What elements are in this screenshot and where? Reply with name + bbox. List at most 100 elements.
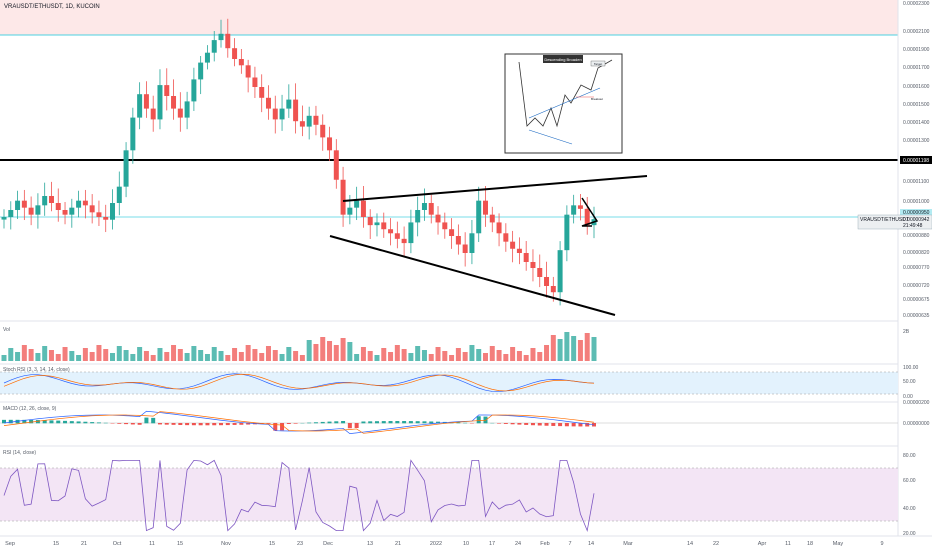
macd-histogram-bar [191, 423, 196, 426]
macd-histogram-bar [35, 420, 40, 424]
candle-body [1, 217, 7, 220]
macd-histogram-bar [578, 423, 583, 427]
volume-bar [110, 353, 116, 361]
candle-body [455, 236, 461, 245]
macd-histogram-bar [517, 423, 522, 425]
volume-bar [157, 348, 163, 361]
time-tick: Mar [623, 541, 633, 547]
current-symbol: VRAUSDT/ETHUSDT [860, 217, 909, 223]
candle-body [82, 200, 88, 206]
time-tick: 23 [297, 541, 303, 547]
hline-price-value: 0.00001198 [903, 158, 929, 164]
macd-histogram-bar [157, 423, 162, 425]
volume-bar [367, 351, 373, 361]
macd-histogram-bar [103, 422, 108, 424]
candle-body [516, 248, 522, 253]
volume-bar [8, 348, 14, 361]
candle-body [313, 115, 319, 125]
volume-bar [591, 337, 597, 361]
macd-histogram-bar [286, 423, 291, 424]
volume-bar [476, 349, 482, 361]
time-tick: 10 [463, 541, 469, 547]
candle-body [557, 250, 563, 293]
macd-histogram-bar [29, 419, 34, 424]
candle-body [211, 40, 217, 53]
vol-label: Vol [3, 327, 10, 333]
volume-bar [177, 349, 183, 361]
candle-body [327, 137, 333, 151]
candle-body [388, 229, 394, 234]
candle-body [469, 233, 475, 253]
candle-body [564, 214, 570, 251]
price-tick: 0.00001000 [903, 199, 930, 205]
inset-title: Descending Broaden [544, 57, 581, 62]
candle-body [252, 77, 258, 87]
macd-histogram-bar [266, 423, 271, 424]
time-tick: 21 [81, 541, 87, 547]
macd-histogram-bar [273, 423, 278, 431]
candle-body [367, 217, 373, 226]
macd-histogram-bar [354, 423, 359, 429]
macd-histogram-bar [56, 420, 61, 424]
candle-body [62, 210, 68, 215]
macd-histogram-bar [456, 422, 461, 424]
candle-body [198, 62, 204, 80]
macd-histogram-bar [63, 420, 68, 424]
macd-histogram-bar [49, 420, 54, 424]
rsi-band [0, 468, 898, 521]
volume-bar [347, 342, 353, 361]
macd-histogram-bar [422, 421, 427, 424]
volume-bar [333, 345, 339, 361]
candle-body [42, 196, 48, 206]
volume-bar [408, 353, 414, 361]
volume-bar [218, 351, 224, 361]
candle-body [103, 217, 109, 220]
candle-body [69, 207, 75, 215]
volume-bar [48, 350, 54, 361]
macd-histogram-bar [408, 421, 413, 424]
flag-drawing [581, 197, 599, 227]
stoch-tick-0: 0.00 [903, 394, 913, 400]
volume-bar [211, 347, 217, 361]
macd-histogram-bar [164, 423, 169, 425]
candle-body [435, 214, 441, 223]
macd-histogram-bar [307, 422, 312, 424]
volume-bar [584, 333, 590, 361]
macd-histogram-bar [83, 421, 88, 424]
candle-body [415, 210, 421, 223]
candle-body [116, 186, 122, 203]
macd-histogram-bar [429, 421, 434, 424]
time-tick: Oct [113, 541, 122, 547]
candle-body [177, 108, 183, 118]
macd-histogram-bar [22, 419, 27, 424]
macd-histogram-bar [117, 423, 122, 424]
candle-body [110, 203, 116, 220]
volume-bar [360, 347, 366, 361]
candle-body [449, 229, 455, 236]
volume-bar [388, 352, 394, 361]
volume-bar [442, 351, 448, 361]
volume-bar [123, 350, 129, 361]
candle-body [550, 286, 556, 293]
candle-body [476, 200, 482, 234]
candle-body [374, 222, 380, 226]
macd-histogram-bar [381, 421, 386, 424]
macd-histogram-bar [395, 421, 400, 424]
macd-histogram-bar [361, 421, 366, 424]
rsi-tick-20: 20.00 [903, 531, 916, 537]
candle-body [191, 79, 197, 102]
macd-histogram-bar [239, 423, 244, 425]
macd-histogram-bar [293, 423, 298, 424]
candle-body [96, 212, 102, 217]
candle-body [89, 205, 95, 213]
volume-bar [327, 341, 333, 361]
time-tick: 7 [568, 541, 571, 547]
candle-body [123, 150, 129, 187]
volume-bar [164, 352, 170, 361]
macd-histogram-bar [368, 421, 373, 424]
candle-body [360, 200, 366, 217]
volume-bar [571, 336, 577, 361]
candle-body [137, 94, 143, 118]
stoch-rsi-lines [3, 373, 595, 393]
broadening-lower-trendline [329, 235, 616, 316]
